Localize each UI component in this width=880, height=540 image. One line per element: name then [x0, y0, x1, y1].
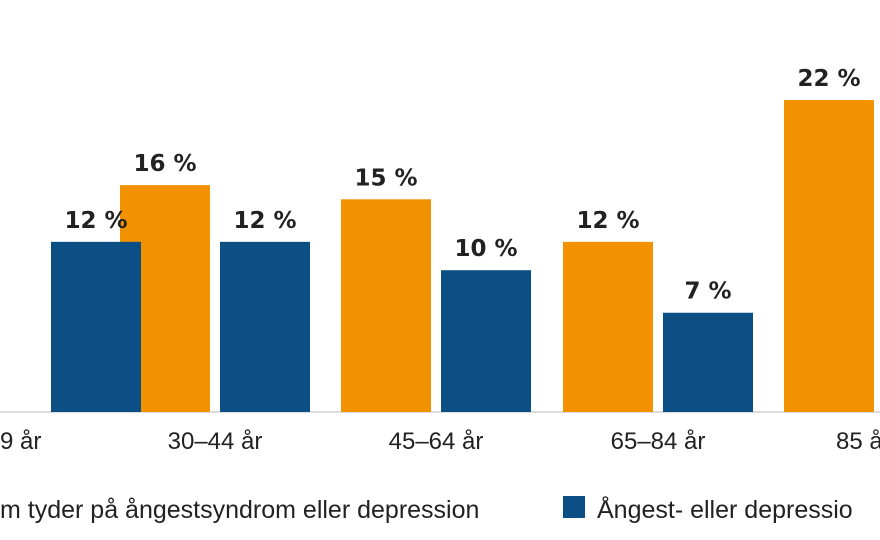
category-label-5: 85 å: [836, 428, 880, 455]
bar-value-label-series2-cat1: 12 %: [64, 208, 127, 234]
legend-label-orange: m tyder på ångestsyndrom eller depressio…: [0, 496, 479, 524]
legend-swatch-blue: [563, 496, 585, 518]
bar-value-label-series1-cat2: 16 %: [133, 151, 196, 177]
category-label-4: 65–84 år: [611, 428, 706, 455]
bars-group: [51, 100, 874, 412]
bar-labels-group: 16 % 15 % 12 % 22 % 12 % 12 % 10 % 7 %: [64, 66, 860, 305]
bar-series2-cat1: [51, 241, 141, 412]
category-label-3: 45–64 år: [389, 428, 484, 455]
bar-series1-cat4: [563, 241, 653, 412]
bar-value-label-series2-cat3: 10 %: [454, 236, 517, 262]
bar-value-label-series1-cat4: 12 %: [576, 208, 639, 234]
bar-series1-cat5: [784, 100, 874, 412]
legend: m tyder på ångestsyndrom eller depressio…: [0, 494, 853, 524]
category-label-1: 9 år: [0, 428, 41, 455]
bar-series2-cat2: [220, 241, 310, 412]
category-label-2: 30–44 år: [168, 428, 263, 455]
bar-value-label-series2-cat2: 12 %: [233, 208, 296, 234]
bar-series1-cat3: [341, 199, 431, 412]
bar-series2-cat4: [663, 312, 753, 412]
bar-value-label-series1-cat5: 22 %: [797, 66, 860, 92]
bar-series2-cat3: [441, 270, 531, 412]
category-labels-group: 9 år 30–44 år 45–64 år 65–84 år 85 å: [0, 428, 880, 455]
legend-label-blue: Ångest- eller depressio: [597, 494, 853, 524]
bar-value-label-series1-cat3: 15 %: [354, 165, 417, 191]
bar-value-label-series2-cat4: 7 %: [684, 279, 731, 305]
